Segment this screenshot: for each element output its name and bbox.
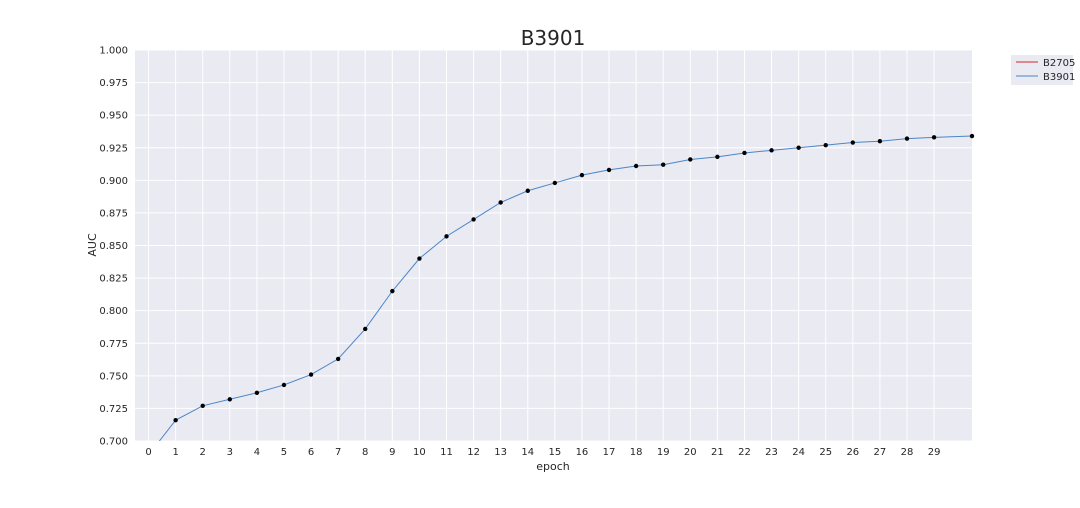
data-point [796,145,801,150]
y-tick-label: 0.850 [99,241,128,252]
y-axis-ticks: 0.700 0.725 0.750 0.775 0.800 0.825 0.850 0.875… [99,46,128,448]
data-point [579,172,585,178]
data-point [390,288,395,294]
data-point [688,157,693,162]
legend-label-b2705: B2705 [1043,58,1075,69]
y-tick-label: 0.900 [99,176,128,187]
x-tick-label: 26 [846,447,859,458]
data-point [633,163,639,169]
chart-title: B3901 [521,26,586,50]
data-point [969,133,975,139]
data-point [904,136,910,141]
data-point [823,142,828,148]
data-point [173,417,178,423]
y-tick-label: 0.875 [99,208,128,219]
x-tick-label: 28 [901,447,914,458]
data-point [471,217,476,222]
x-tick-label: 12 [467,447,480,458]
y-axis-label: AUC [86,233,99,257]
x-tick-label: 15 [548,447,561,458]
y-tick-label: 0.825 [99,274,128,285]
x-tick-label: 11 [440,447,453,458]
data-point [606,167,612,173]
data-point [931,135,937,140]
x-tick-label: 27 [874,447,887,458]
y-tick-label: 0.950 [99,111,128,122]
x-tick-label: 21 [711,447,724,458]
x-tick-label: 25 [819,447,832,458]
data-point [498,200,503,205]
x-tick-label: 13 [494,447,507,458]
x-tick-label: 3 [227,447,233,458]
data-point [281,382,287,388]
data-point [742,150,747,156]
x-tick-label: 4 [254,447,260,458]
data-point [444,234,449,239]
y-tick-label: 1.000 [99,46,128,57]
legend-label-b3901: B3901 [1043,72,1075,83]
legend: B2705 B3901 [1011,55,1075,85]
x-tick-label: 19 [657,447,670,458]
data-point [227,397,233,402]
x-tick-label: 6 [308,447,314,458]
x-tick-label: 23 [765,447,778,458]
data-point [552,180,558,186]
y-tick-label: 0.775 [99,339,128,350]
x-tick-label: 0 [145,447,151,458]
x-tick-label: 9 [389,447,395,458]
x-tick-label: 7 [335,447,341,458]
data-point [877,139,883,144]
data-point [769,148,774,153]
y-tick-label: 0.750 [99,371,128,382]
data-point [417,256,422,261]
legend-box [1011,55,1073,85]
y-tick-label: 0.725 [99,404,128,415]
data-point [715,154,720,160]
x-tick-label: 10 [413,447,426,458]
x-tick-label: 17 [603,447,616,458]
data-point [661,162,666,167]
x-tick-label: 8 [362,447,368,458]
x-tick-label: 5 [281,447,287,458]
data-point [254,390,260,395]
y-tick-label: 0.925 [99,143,128,154]
x-tick-label: 16 [576,447,589,458]
y-tick-label: 0.800 [99,306,128,317]
data-point [850,140,856,145]
x-tick-label: 20 [684,447,697,458]
x-tick-label: 29 [928,447,941,458]
series-layer [158,133,975,441]
data-point [308,372,314,377]
x-tick-label: 2 [200,447,206,458]
y-tick-label: 0.975 [99,78,128,89]
y-tick-label: 0.700 [99,437,128,448]
data-point [200,403,205,409]
x-tick-label: 18 [630,447,643,458]
x-tick-label: 24 [792,447,805,458]
x-axis-label: epoch [536,460,570,473]
data-point [335,356,341,362]
data-point [525,188,530,193]
x-tick-label: 22 [738,447,751,458]
x-tick-label: 14 [521,447,534,458]
data-point [363,326,368,332]
x-tick-label: 1 [172,447,178,458]
x-axis-ticks: 0 1 2 3 4 5 6 7 8 9 10 11 12 13 14 15 16 17 18 19 20 21 22 23 24… [145,447,940,458]
